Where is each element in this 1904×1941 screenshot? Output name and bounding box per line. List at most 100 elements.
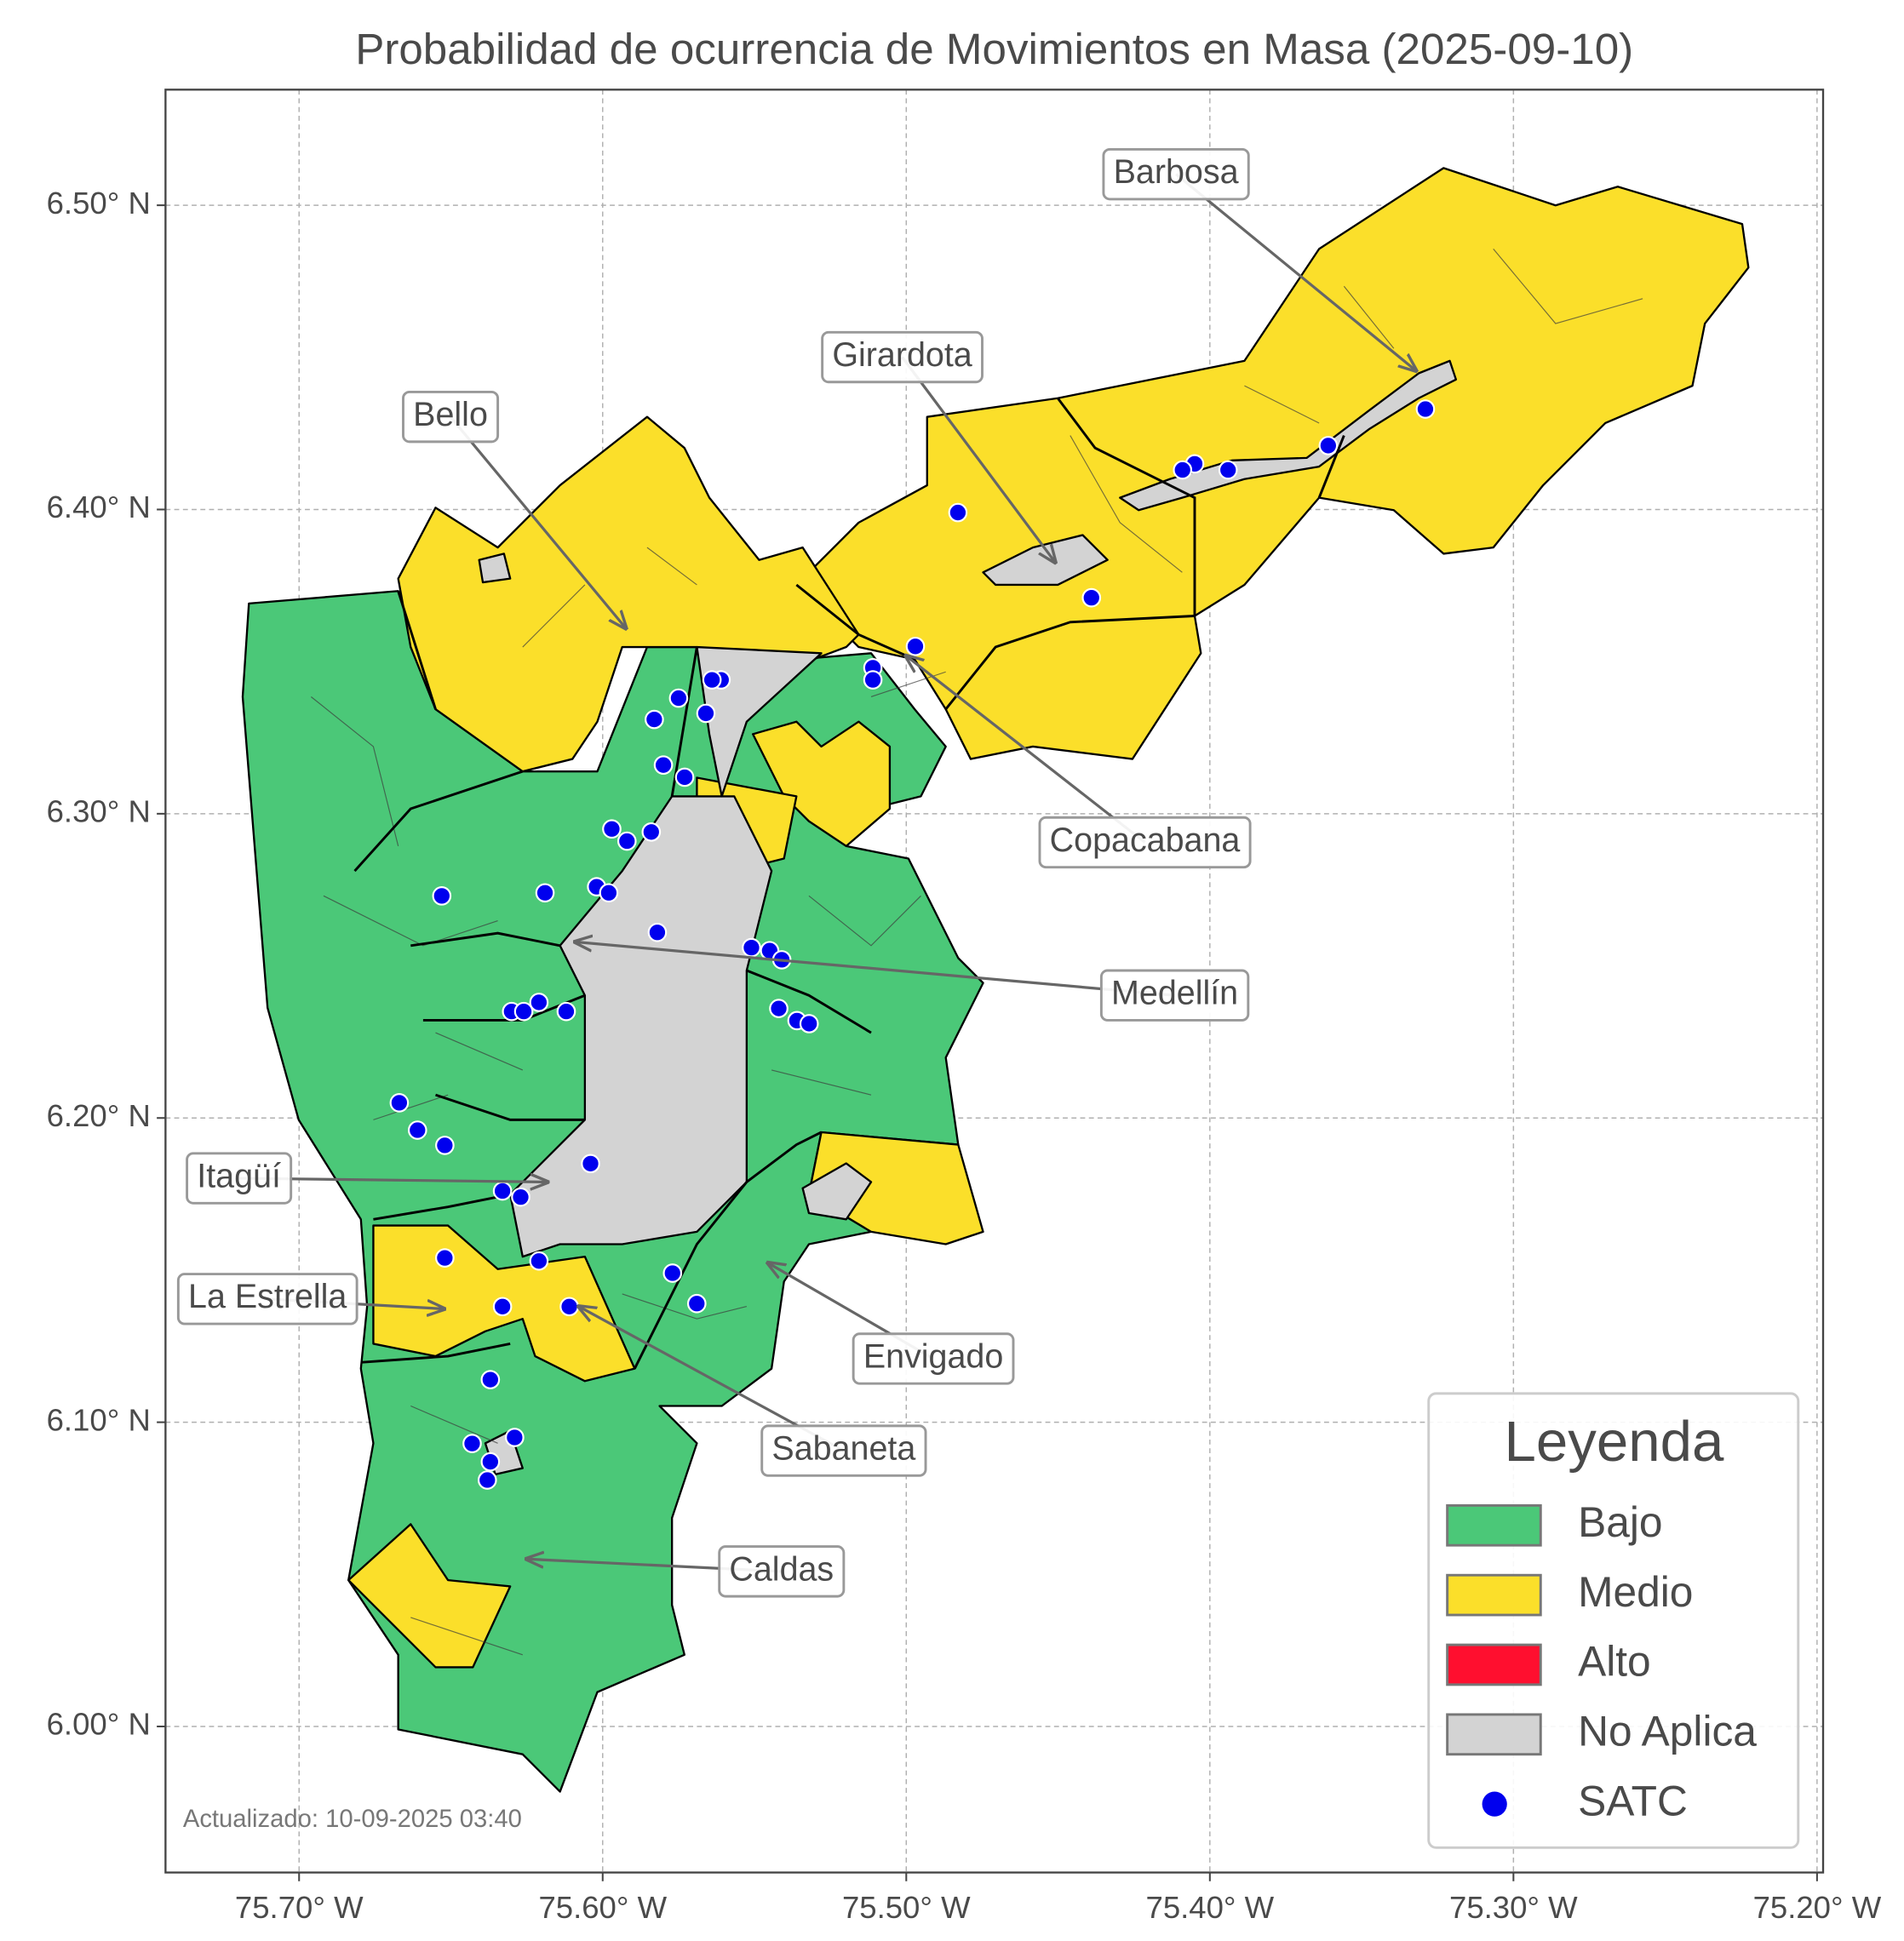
- satc-point: [480, 1451, 501, 1472]
- annotation-arrow: [449, 415, 626, 628]
- x-tick-label: 75.40° W: [1146, 1890, 1275, 1925]
- legend-swatch: [1446, 1573, 1542, 1617]
- annotation-label: Girardota: [832, 336, 972, 374]
- annotation: La Estrella: [176, 1273, 358, 1325]
- updated-note: Actualizado: 10-09-2025 03:40: [183, 1806, 522, 1833]
- annotation: Envigado: [852, 1332, 1015, 1385]
- satc-point: [769, 999, 789, 1018]
- annotation: Barbosa: [1102, 147, 1250, 201]
- satc-point: [1218, 460, 1238, 480]
- satc-point: [389, 1093, 410, 1113]
- satc-point: [492, 1297, 513, 1317]
- annotations: Barbosa Girardota Bello Copacabana Medellín I…: [176, 147, 1416, 1598]
- satc-point: [647, 922, 668, 942]
- annotation-label: Bello: [413, 396, 488, 433]
- satc-point: [477, 1470, 497, 1490]
- satc-point: [686, 1293, 707, 1314]
- y-tick-label: 6.00° N: [47, 1707, 151, 1742]
- annotation-arrow: [906, 656, 1146, 844]
- annotation-box: [760, 1424, 927, 1477]
- satc-point: [435, 1136, 455, 1155]
- satc-point: [480, 1370, 501, 1389]
- satc-points: [389, 399, 1436, 1490]
- legend-swatch: [1446, 1503, 1542, 1547]
- satc-point: [1081, 587, 1102, 608]
- satc-point: [492, 1181, 513, 1201]
- x-tick-label: 75.30° W: [1449, 1890, 1578, 1925]
- satc-point: [529, 993, 549, 1012]
- satc-point: [602, 819, 622, 839]
- satc-point: [511, 1187, 530, 1207]
- boundary-lines: [310, 248, 1643, 1656]
- annotation-box: [1038, 816, 1252, 869]
- satc-point: [948, 502, 968, 523]
- annotation-label: Itagüí: [197, 1157, 281, 1194]
- satc-point: [653, 755, 674, 776]
- region-medio: [397, 415, 860, 773]
- satc-point: [1415, 399, 1436, 419]
- annotation-arrow: [901, 356, 1056, 563]
- satc-point: [581, 1154, 600, 1174]
- annotation: Bello: [402, 390, 500, 444]
- x-tick-label: 75.50° W: [842, 1890, 971, 1925]
- ticks: 75.70° W 75.60° W 75.50° W 75.40° W 75.30° W…: [47, 186, 1882, 1925]
- annotation-box: [821, 330, 984, 384]
- satc-point: [645, 709, 664, 730]
- annotation-box: [1099, 969, 1250, 1022]
- legend-label: Bajo: [1578, 1498, 1662, 1546]
- satc-point: [556, 1001, 576, 1022]
- satc-point: [742, 937, 761, 958]
- satc-point: [662, 1263, 683, 1283]
- satc-point: [674, 767, 695, 787]
- legend-label: No Aplica: [1578, 1707, 1757, 1755]
- satc-point: [407, 1120, 427, 1140]
- satc-point: [702, 670, 722, 690]
- annotation-label: Envigado: [863, 1337, 1003, 1375]
- x-tick-label: 75.20° W: [1753, 1890, 1882, 1925]
- satc-point: [1173, 460, 1193, 480]
- satc-point: [905, 636, 926, 656]
- annotation-box: [186, 1152, 293, 1205]
- annotation-label: La Estrella: [188, 1278, 347, 1315]
- legend-label: Medio: [1578, 1568, 1693, 1616]
- legend-swatch: [1446, 1713, 1542, 1756]
- annotation-box: [1102, 147, 1250, 201]
- annotation-box: [402, 390, 500, 444]
- region-medio: [752, 720, 892, 848]
- legend-marker: [1482, 1791, 1507, 1817]
- satc-point: [599, 883, 619, 903]
- satc-point: [668, 688, 689, 708]
- satc-point: [641, 822, 662, 842]
- annotation: Medellín: [1099, 969, 1250, 1022]
- annotation-arrow: [1175, 173, 1416, 371]
- satc-point: [863, 670, 883, 690]
- legend-label: SATC: [1578, 1777, 1688, 1824]
- legend-label: Alto: [1578, 1638, 1651, 1686]
- annotation: Itagüí: [186, 1152, 293, 1205]
- legend-swatch: [1446, 1643, 1542, 1686]
- y-tick-label: 6.10° N: [47, 1402, 151, 1437]
- region-medio: [347, 1523, 512, 1669]
- y-tick-label: 6.40° N: [47, 490, 151, 524]
- map-title: Probabilidad de ocurrencia de Movimiento…: [355, 25, 1633, 73]
- annotation-box: [718, 1545, 846, 1598]
- y-tick-label: 6.50° N: [47, 186, 151, 220]
- annotation: Caldas: [718, 1545, 846, 1598]
- satc-point: [535, 883, 555, 903]
- annotation-label: Caldas: [729, 1550, 834, 1588]
- x-tick-label: 75.60° W: [538, 1890, 667, 1925]
- satc-point: [462, 1434, 482, 1453]
- satc-point: [529, 1251, 549, 1271]
- annotation-box: [852, 1332, 1015, 1385]
- legend: Leyenda Bajo Medio Alto No Aplica SATC: [1427, 1392, 1800, 1849]
- satc-point: [435, 1248, 455, 1268]
- y-tick-label: 6.30° N: [47, 794, 151, 829]
- x-tick-label: 75.70° W: [235, 1890, 364, 1925]
- annotation: Copacabana: [1038, 816, 1252, 869]
- satc-point: [559, 1297, 579, 1317]
- annotation-arrow: [575, 942, 1175, 997]
- annotation: Girardota: [821, 330, 984, 384]
- annotation-label: Sabaneta: [771, 1430, 915, 1468]
- satc-point: [513, 1001, 534, 1022]
